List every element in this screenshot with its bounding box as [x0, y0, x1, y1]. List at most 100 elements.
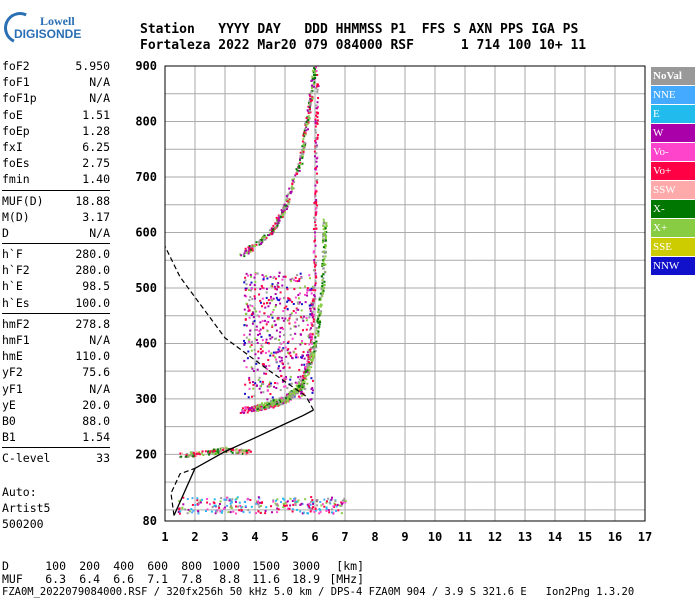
o-trace-echo-point — [302, 382, 305, 385]
spread-f-echo-point — [310, 292, 313, 295]
x-trace-echo-point — [275, 402, 278, 405]
spread-f-echo-point — [276, 351, 279, 354]
param-separator — [2, 447, 110, 449]
spread-f-echo-point — [269, 337, 272, 340]
e-layer-echo-point — [232, 448, 235, 451]
spread-f-echo-point — [298, 301, 301, 304]
x-trace-echo-point — [258, 404, 261, 407]
x-trace-echo-point — [296, 391, 299, 394]
param-value: 280.0 — [75, 247, 110, 262]
spread-f-echo-point — [255, 310, 258, 313]
o-trace-echo-point — [309, 334, 312, 337]
spread-f-echo-point — [276, 382, 279, 385]
o-trace-echo-point — [312, 287, 315, 290]
plot-frame — [164, 65, 646, 522]
auto-line2: Artist5 — [2, 501, 51, 515]
spread-f-echo-point — [271, 283, 274, 286]
param-row: MUF(D) 18.88 — [2, 193, 110, 209]
es-echo-point — [194, 504, 197, 507]
e-layer-echo-point — [213, 449, 216, 452]
x-trace-echo-point — [315, 327, 318, 330]
es-echo-point — [229, 502, 232, 505]
o-trace-echo-point — [274, 404, 277, 407]
o-trace-echo-point — [312, 228, 315, 231]
spread-f-echo-point — [261, 286, 264, 289]
y-tick-label: 200 — [135, 447, 157, 461]
es-echo-point — [285, 504, 288, 507]
spread-f-echo-point — [257, 350, 260, 353]
spread-f-echo-point — [287, 340, 290, 343]
spread-f-echo-point — [274, 324, 277, 327]
es-echo-point — [306, 503, 309, 506]
es-echo-point — [330, 508, 333, 511]
x-trace-echo-point — [323, 244, 326, 247]
param-value: 280.0 — [75, 263, 110, 278]
o-trace-echo-point — [317, 97, 320, 100]
param-value: 3.17 — [82, 209, 110, 224]
spread-f-echo-point — [268, 383, 271, 386]
es-echo-point — [280, 501, 283, 504]
spread-f-echo-point — [257, 357, 260, 360]
x-trace-echo-point — [314, 349, 317, 352]
spread-f-echo-point — [310, 366, 313, 369]
spread-f-echo-point — [287, 299, 290, 302]
o-trace-echo-point — [311, 333, 314, 336]
spread-f-echo-point — [250, 281, 253, 284]
spread-f-echo-point — [309, 289, 312, 292]
multi-hop-echo-point — [276, 224, 279, 227]
es-echo-point — [325, 508, 328, 511]
multi-hop-echo-point — [274, 222, 277, 225]
e-layer-echo-point — [180, 455, 183, 458]
spread-f-echo-point — [296, 280, 299, 283]
spread-f-echo-point — [250, 366, 253, 369]
multi-hop-echo-point — [255, 243, 258, 246]
spread-f-echo-point — [268, 334, 271, 337]
e-layer-echo-point — [247, 452, 250, 455]
es-echo-point — [219, 510, 222, 513]
es-echo-point — [231, 498, 234, 501]
param-row: yF1 N/A — [2, 381, 110, 397]
param-row: h`Es 100.0 — [2, 295, 110, 311]
muf-row: MUF 6.3 6.4 6.6 7.1 7.8 8.8 11.6 18.9 [MHz] — [2, 572, 364, 586]
multi-hop-echo-point — [312, 83, 315, 86]
param-value: 33 — [96, 451, 110, 466]
spread-f-echo-point — [305, 354, 308, 357]
o-trace-echo-point — [248, 407, 251, 410]
spread-f-echo-point — [275, 387, 278, 390]
spread-f-echo-point — [283, 333, 286, 336]
param-label: hmE — [2, 349, 23, 364]
e-layer-echo-point — [235, 448, 238, 451]
o-trace-echo-point — [311, 303, 314, 306]
spread-f-echo-point — [293, 351, 296, 354]
o-trace-echo-point — [314, 141, 317, 144]
es-echo-point — [301, 512, 304, 515]
spread-f-echo-point — [280, 374, 283, 377]
param-value: 75.6 — [82, 365, 110, 380]
x-trace-echo-point — [275, 398, 278, 401]
multi-hop-echo-point — [283, 207, 286, 210]
multi-hop-echo-point — [300, 152, 303, 155]
multi-hop-echo-point — [309, 95, 312, 98]
multi-hop-echo-point — [286, 200, 289, 203]
es-echo-point — [276, 498, 279, 501]
e-layer-echo-point — [220, 447, 223, 450]
es-echo-point — [289, 504, 292, 507]
spread-f-echo-point — [249, 296, 252, 299]
ionogram-plot: 1 2 3 4 5 6 7 8 9 10 11 12 13 14 15 16 17802003004005006… — [135, 59, 652, 544]
spread-f-echo-point — [243, 339, 246, 342]
multi-hop-echo-point — [304, 127, 307, 130]
x-trace-echo-point — [255, 409, 258, 412]
spread-f-echo-point — [311, 285, 314, 288]
spread-f-echo-point — [253, 295, 256, 298]
x-trace-echo-point — [318, 323, 321, 326]
spread-f-echo-point — [271, 311, 274, 314]
es-echo-point — [312, 502, 315, 505]
e-layer-echo-point — [217, 448, 220, 451]
multi-hop-echo-point — [264, 238, 267, 241]
spread-f-echo-point — [311, 397, 314, 400]
spread-f-echo-point — [252, 312, 255, 315]
spread-f-echo-point — [247, 396, 250, 399]
spread-f-echo-point — [274, 287, 277, 290]
multi-hop-echo-point — [278, 216, 281, 219]
spread-f-echo-point — [252, 316, 255, 319]
